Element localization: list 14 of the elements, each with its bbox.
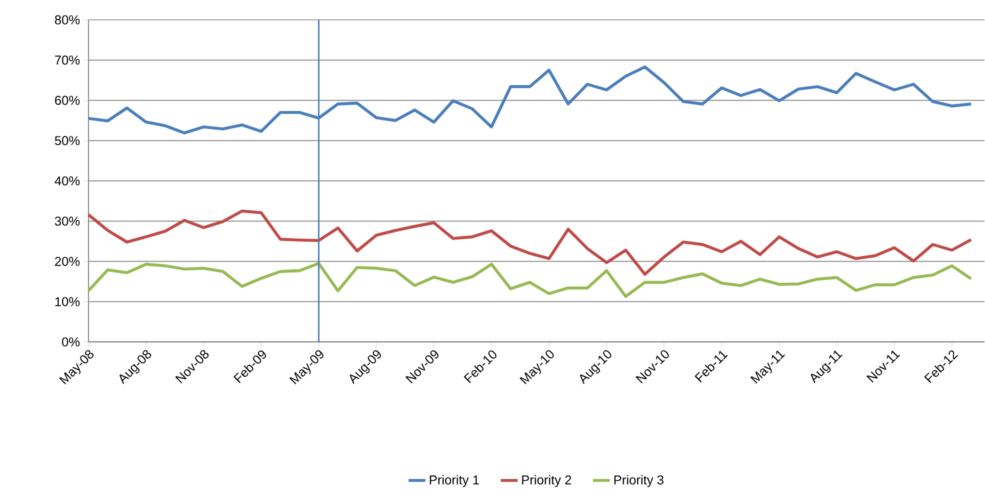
y-tick-label: 50% (54, 136, 80, 146)
y-tick-label: 30% (54, 216, 80, 226)
y-tick-label: 60% (55, 96, 80, 106)
legend-label: Priority 2 (522, 475, 572, 488)
legend-label: Priority 1 (430, 475, 479, 488)
y-tick-label: 80% (54, 15, 80, 25)
line-series (87, 262, 973, 298)
y-tick-label: 70% (55, 56, 80, 65)
legend-label: Priority 3 (614, 475, 664, 488)
line-series (87, 210, 973, 276)
y-tick-label: 40% (54, 176, 80, 186)
y-tick-label: 10% (55, 297, 80, 306)
y-tick-label: 0% (62, 338, 80, 347)
y-tick-label: 20% (55, 257, 80, 266)
